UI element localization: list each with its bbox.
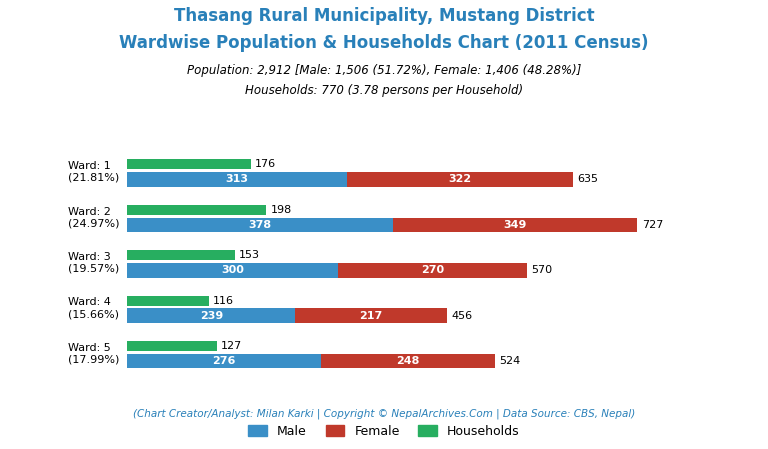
Text: Ward: 3
(19.57%): Ward: 3 (19.57%) <box>68 252 119 273</box>
Bar <box>127 218 392 232</box>
Text: 270: 270 <box>421 265 444 275</box>
Text: Ward: 2
(24.97%): Ward: 2 (24.97%) <box>68 207 119 228</box>
Text: 322: 322 <box>449 175 472 185</box>
Text: 524: 524 <box>499 356 521 366</box>
Bar <box>127 159 251 169</box>
Text: 313: 313 <box>226 175 249 185</box>
Text: Ward: 4
(15.66%): Ward: 4 (15.66%) <box>68 297 119 319</box>
Text: Households: 770 (3.78 persons per Household): Households: 770 (3.78 persons per Househ… <box>245 84 523 97</box>
Text: 248: 248 <box>396 356 420 366</box>
Text: Ward: 1
(21.81%): Ward: 1 (21.81%) <box>68 161 119 183</box>
Bar <box>127 172 347 187</box>
Text: 349: 349 <box>503 220 527 230</box>
Bar <box>338 263 528 277</box>
Bar <box>127 354 321 369</box>
Bar <box>347 172 573 187</box>
Bar <box>127 263 338 277</box>
Text: Ward: 5
(17.99%): Ward: 5 (17.99%) <box>68 343 119 365</box>
Text: Thasang Rural Municipality, Mustang District: Thasang Rural Municipality, Mustang Dist… <box>174 7 594 25</box>
Text: 727: 727 <box>642 220 663 230</box>
Bar <box>127 296 209 306</box>
Text: 176: 176 <box>255 159 276 169</box>
Legend: Male, Female, Households: Male, Female, Households <box>243 420 525 443</box>
Text: 456: 456 <box>452 311 472 321</box>
Text: 127: 127 <box>220 341 242 351</box>
Bar <box>127 205 266 215</box>
Text: 116: 116 <box>213 296 234 306</box>
Bar <box>127 251 235 260</box>
Text: 570: 570 <box>531 265 553 275</box>
Text: 153: 153 <box>239 251 260 260</box>
Bar <box>295 308 447 323</box>
Text: 217: 217 <box>359 311 383 321</box>
Text: (Chart Creator/Analyst: Milan Karki | Copyright © NepalArchives.Com | Data Sourc: (Chart Creator/Analyst: Milan Karki | Co… <box>133 409 635 419</box>
Text: 378: 378 <box>249 220 272 230</box>
Bar <box>392 218 637 232</box>
Bar <box>321 354 495 369</box>
Text: Wardwise Population & Households Chart (2011 Census): Wardwise Population & Households Chart (… <box>119 34 649 52</box>
Text: 239: 239 <box>200 311 223 321</box>
Text: Population: 2,912 [Male: 1,506 (51.72%), Female: 1,406 (48.28%)]: Population: 2,912 [Male: 1,506 (51.72%),… <box>187 64 581 77</box>
Bar <box>127 341 217 351</box>
Text: 276: 276 <box>213 356 236 366</box>
Text: 635: 635 <box>577 175 598 185</box>
Text: 300: 300 <box>221 265 244 275</box>
Bar <box>127 308 295 323</box>
Text: 198: 198 <box>270 205 292 215</box>
